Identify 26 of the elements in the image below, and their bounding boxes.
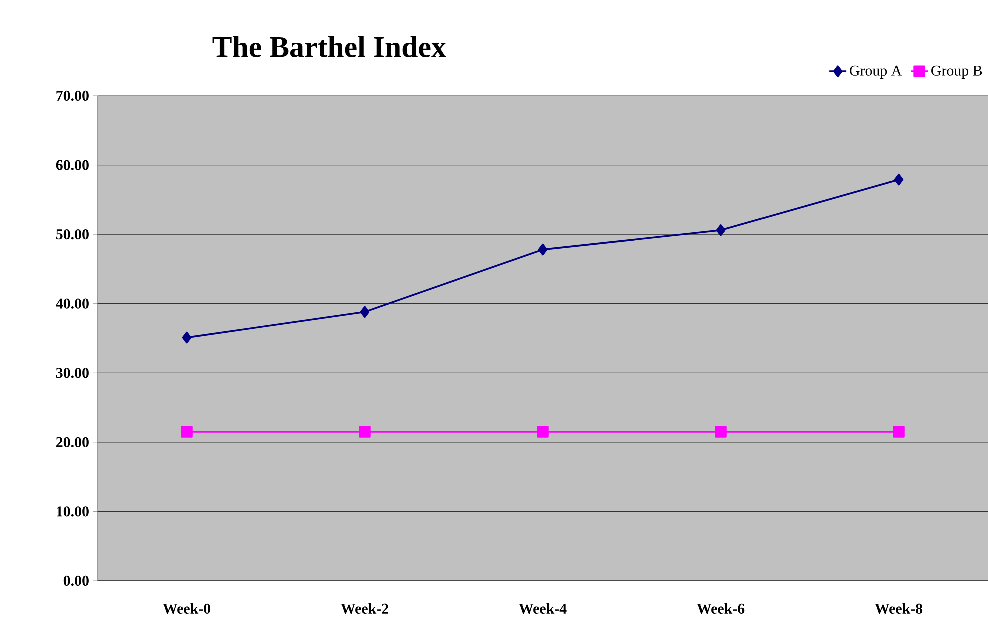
y-tick-label: 10.00 bbox=[57, 506, 89, 517]
point bbox=[894, 174, 904, 186]
point bbox=[538, 244, 548, 256]
y-tick-label: 40.00 bbox=[56, 298, 89, 309]
legend-label: Group A bbox=[850, 66, 902, 79]
x-tick-label: Week-6 bbox=[697, 603, 745, 614]
x-tick-label: Week-4 bbox=[519, 603, 567, 614]
x-tick-label: Week-8 bbox=[875, 603, 923, 614]
y-tick-label: 60.00 bbox=[56, 160, 89, 170]
y-tick-label: 0.00 bbox=[64, 576, 89, 586]
y-tick-label: 20.00 bbox=[56, 437, 89, 448]
point bbox=[359, 426, 371, 438]
y-tick-label: 50.00 bbox=[56, 229, 89, 240]
point bbox=[360, 306, 370, 318]
x-tick-label: Week-2 bbox=[341, 603, 388, 614]
x-tick-label: Week-0 bbox=[163, 603, 211, 614]
point bbox=[537, 426, 549, 438]
chart-title: The Barthel Index bbox=[212, 36, 446, 58]
point bbox=[181, 426, 193, 438]
legend-label: Group B bbox=[932, 66, 982, 79]
point bbox=[716, 224, 726, 236]
point bbox=[715, 426, 727, 438]
y-tick-label: 70.00 bbox=[56, 90, 89, 102]
y-tick-label: 30.00 bbox=[56, 368, 89, 378]
point bbox=[182, 332, 192, 344]
point bbox=[893, 426, 905, 438]
